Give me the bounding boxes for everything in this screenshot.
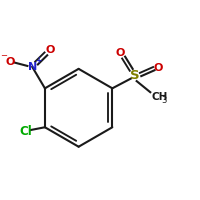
Text: O: O bbox=[115, 48, 125, 58]
Text: 3: 3 bbox=[161, 96, 167, 105]
Text: CH: CH bbox=[151, 92, 168, 102]
Text: O: O bbox=[153, 63, 163, 73]
Text: Cl: Cl bbox=[19, 125, 32, 138]
Text: S: S bbox=[130, 69, 140, 82]
Text: N: N bbox=[28, 62, 37, 72]
Text: −: − bbox=[0, 51, 7, 60]
Text: +: + bbox=[36, 56, 42, 65]
Text: O: O bbox=[5, 57, 15, 67]
Text: O: O bbox=[45, 45, 54, 55]
